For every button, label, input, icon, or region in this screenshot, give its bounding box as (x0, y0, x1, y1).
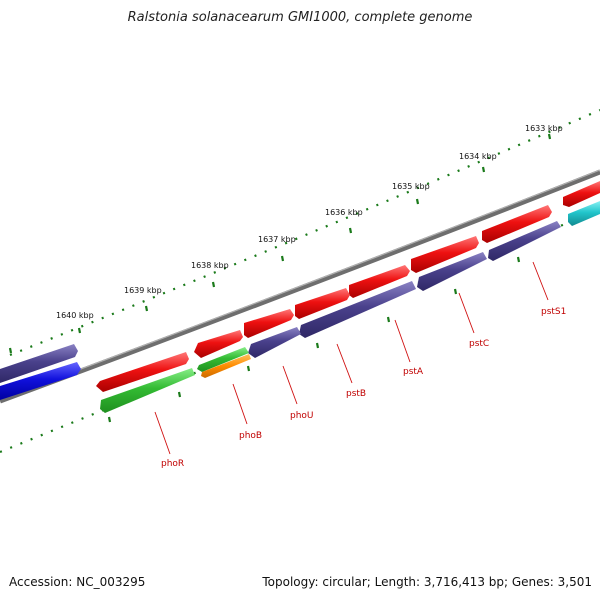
gene-arrow[interactable] (349, 265, 410, 298)
ruler-label-1634: 1634 kbp (459, 152, 497, 161)
genome-backbone (0, 169, 600, 404)
gene-arrow[interactable] (417, 252, 487, 291)
gene-arrow[interactable] (197, 347, 249, 372)
reverse-strand-genes (0, 201, 600, 413)
genome-summary: Topology: circular; Length: 3,716,413 bp… (262, 575, 592, 589)
ruler-label-1638: 1638 kbp (191, 261, 229, 270)
ruler-label-1635: 1635 kbp (392, 182, 430, 191)
gene-label-pstc: pstC (469, 339, 489, 349)
ruler-label-1639: 1639 kbp (124, 286, 162, 295)
ruler-label-1636: 1636 kbp (325, 208, 363, 217)
gene-arrow[interactable] (244, 309, 294, 338)
gene-arrow[interactable] (299, 281, 416, 338)
gene-arrow[interactable] (295, 288, 350, 319)
gene-arrow[interactable] (100, 368, 195, 413)
outer-tick-ring (9, 108, 600, 357)
outer-major-ticks (8, 133, 552, 354)
gene-arrow[interactable] (201, 354, 251, 378)
gene-arrow[interactable] (563, 181, 600, 207)
accession-text: Accession: NC_003295 (9, 575, 146, 589)
gene-arrow[interactable] (488, 221, 561, 261)
gene-label-pstb: pstB (346, 389, 366, 399)
ruler-label-1637: 1637 kbp (258, 235, 296, 244)
gene-label-psts1: pstS1 (541, 307, 566, 317)
gene-arrow[interactable] (96, 352, 189, 392)
label-leaders (154, 261, 549, 455)
forward-strand-genes (96, 181, 600, 392)
gene-label-psta: pstA (403, 367, 424, 377)
gene-arrow[interactable] (248, 327, 301, 358)
gene-arrow[interactable] (411, 236, 479, 273)
gene-label-phou: phoU (290, 411, 314, 421)
gene-label-phob: phoB (239, 431, 262, 441)
gene-label-phor: phoR (161, 459, 184, 469)
ruler-label-1640: 1640 kbp (56, 311, 94, 320)
gene-arrow[interactable] (194, 330, 243, 358)
map-title: Ralstonia solanacearum GMI1000, complete… (127, 10, 473, 25)
gene-arrow[interactable] (0, 362, 81, 400)
gene-arrow[interactable] (0, 344, 78, 383)
gene-arrow[interactable] (482, 205, 552, 243)
gene-arrow[interactable] (568, 201, 600, 226)
ruler-label-1633: 1633 kbp (525, 124, 563, 133)
